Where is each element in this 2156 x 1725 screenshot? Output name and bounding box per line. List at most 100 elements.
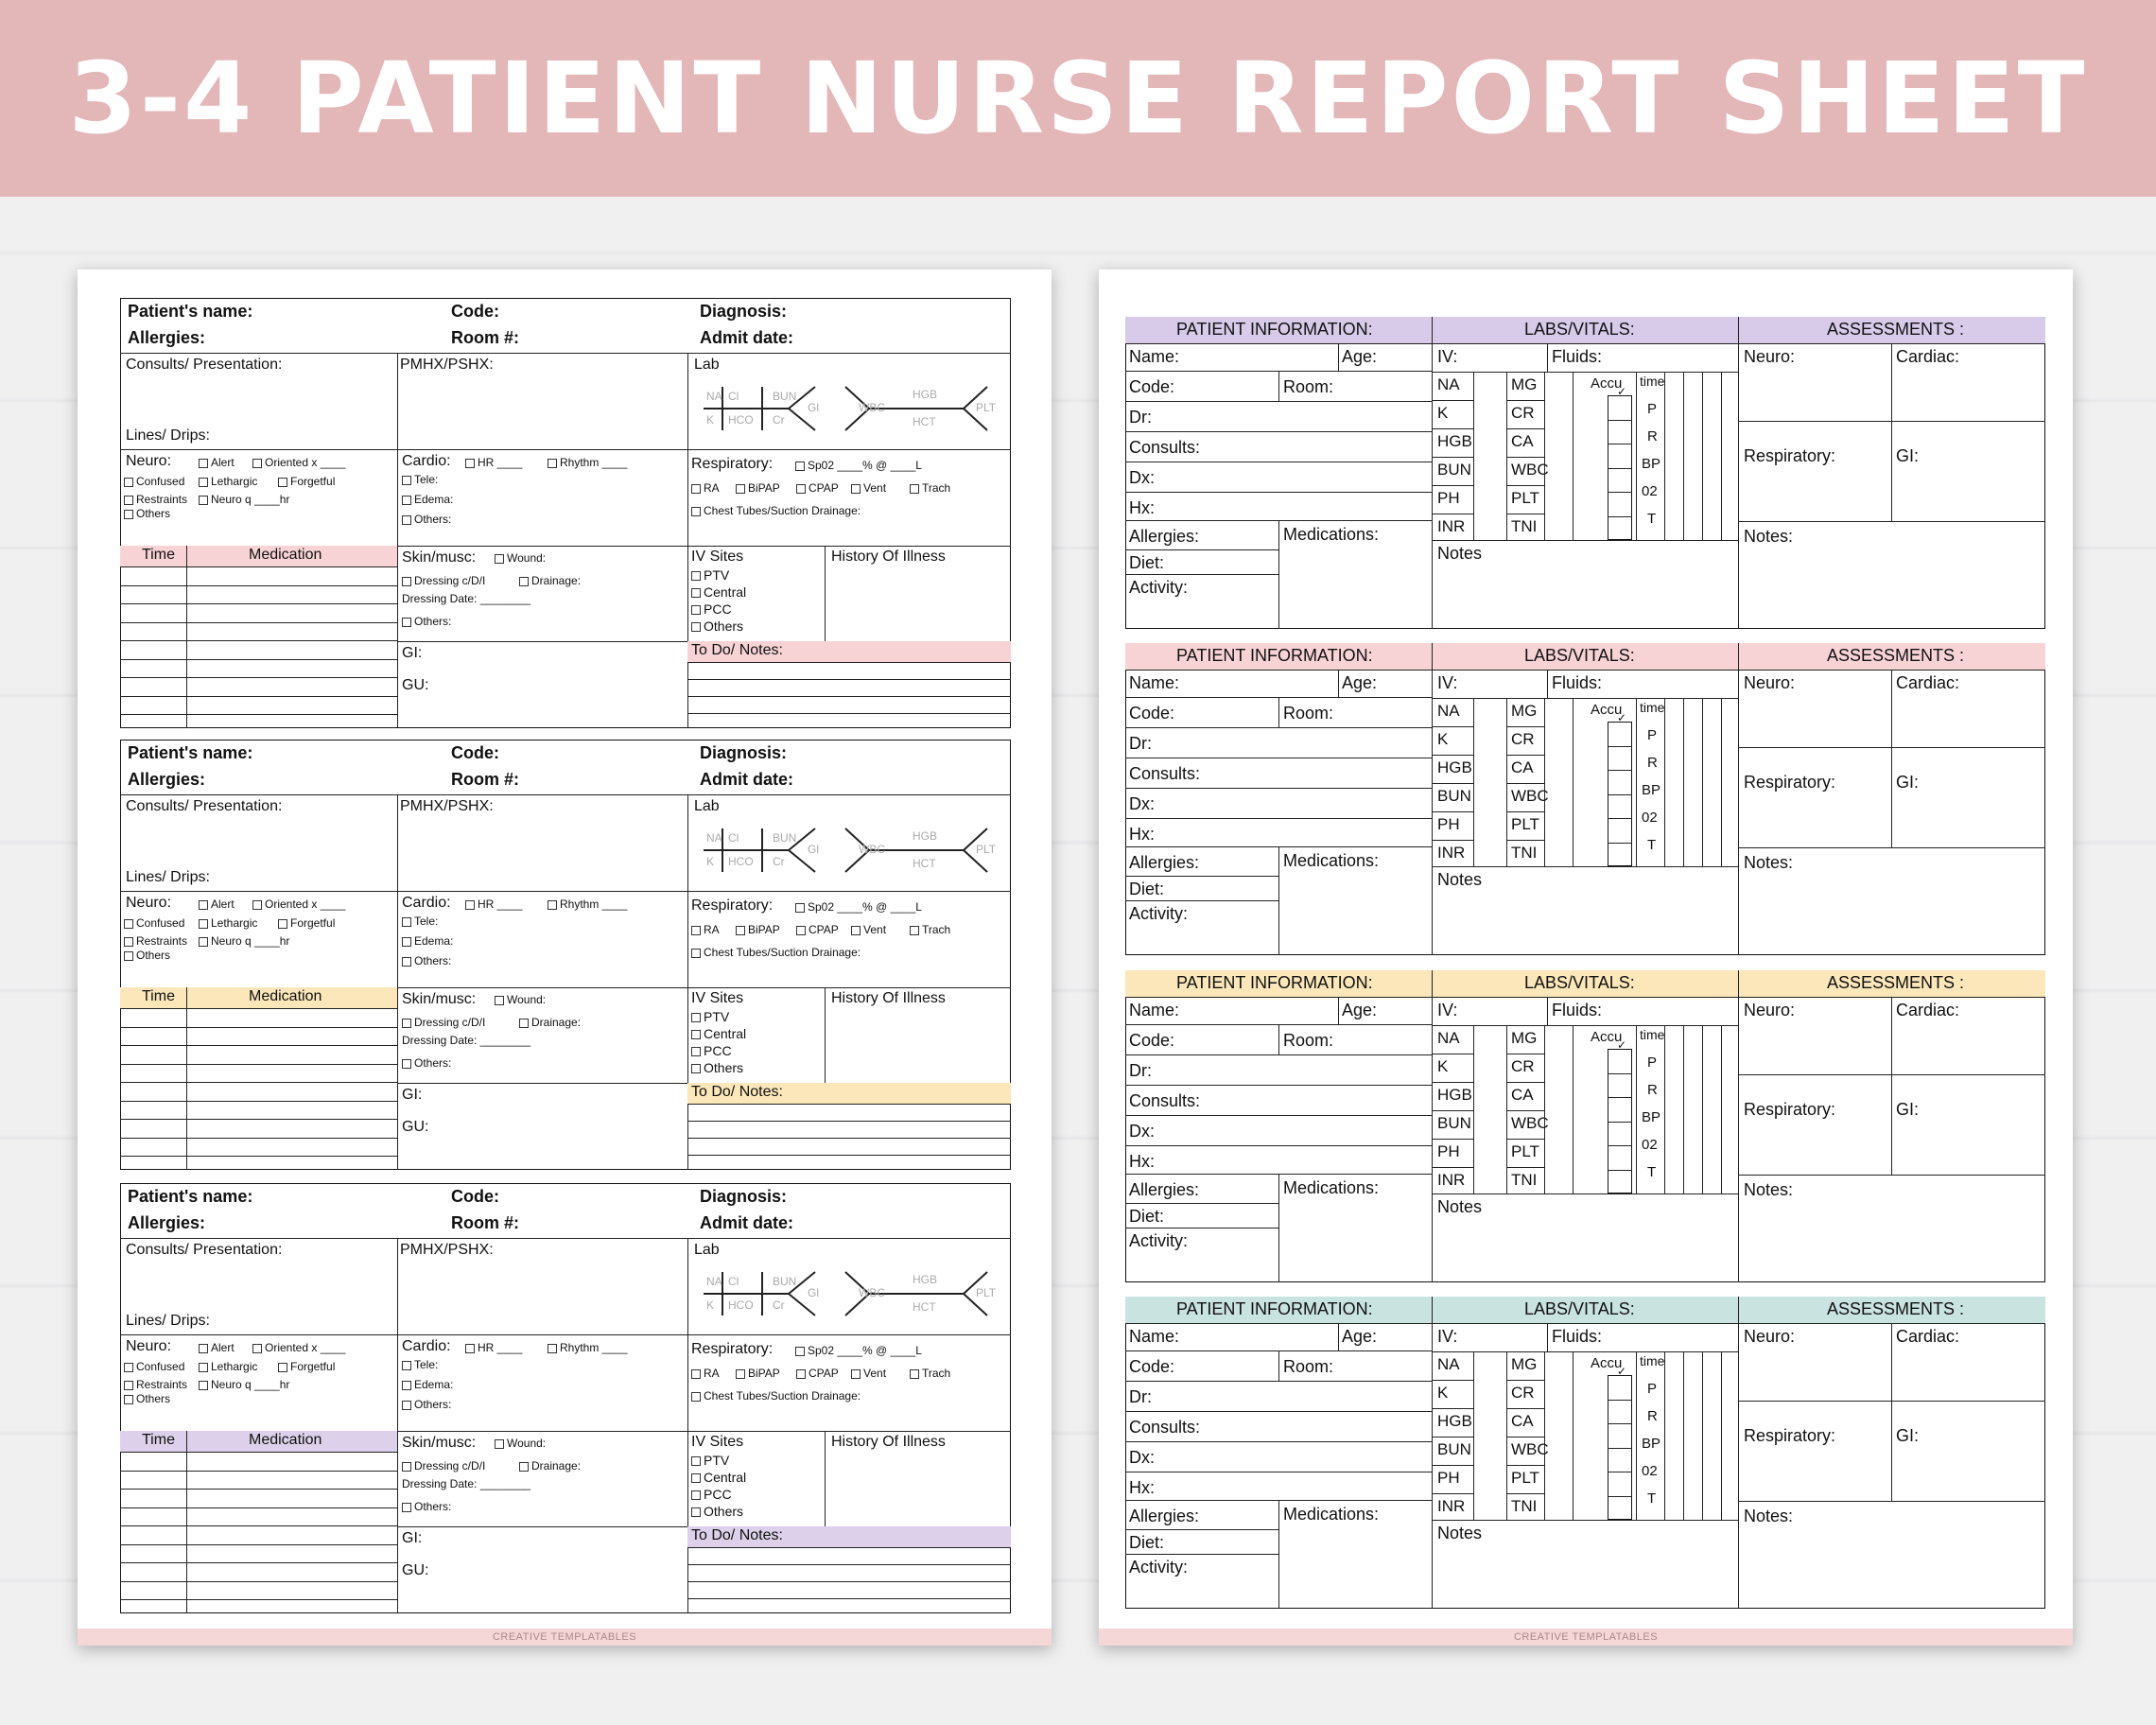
checkbox-icon[interactable]: [402, 936, 411, 947]
checkbox-icon[interactable]: [465, 899, 475, 910]
neuro-others-checkbox[interactable]: Others: [124, 949, 170, 962]
drainage-checkbox[interactable]: Drainage:: [519, 1459, 581, 1472]
trach-checkbox[interactable]: Trach: [910, 923, 950, 936]
checkbox-icon[interactable]: [910, 483, 919, 494]
checkbox-icon[interactable]: [736, 1368, 745, 1379]
checkbox-icon[interactable]: [402, 576, 411, 586]
restraints-checkbox[interactable]: Restraints: [124, 1378, 187, 1391]
dressing-checkbox[interactable]: Dressing c/D/I: [402, 1459, 485, 1472]
alert-checkbox[interactable]: Alert: [199, 1341, 235, 1354]
cpap-checkbox[interactable]: CPAP: [796, 1367, 839, 1380]
checkbox-icon[interactable]: [691, 1013, 701, 1023]
ra-checkbox[interactable]: RA: [691, 923, 720, 936]
checkbox-icon[interactable]: [495, 1438, 504, 1449]
iv-others-checkbox[interactable]: Others: [691, 1060, 743, 1075]
checkbox-icon[interactable]: [124, 1394, 133, 1404]
checkbox-icon[interactable]: [691, 622, 701, 633]
ptv-checkbox[interactable]: PTV: [691, 1453, 729, 1468]
checkbox-icon[interactable]: [795, 902, 805, 913]
neuro-q-checkbox[interactable]: Neuro q ____hr: [199, 1378, 289, 1391]
checkbox-icon[interactable]: [402, 956, 411, 967]
checkbox-icon[interactable]: [402, 1502, 411, 1512]
oriented-checkbox[interactable]: Oriented x ____: [252, 1341, 345, 1354]
lethargic-checkbox[interactable]: Lethargic: [199, 475, 257, 488]
checkbox-icon[interactable]: [124, 1362, 133, 1372]
checkbox-icon[interactable]: [691, 571, 701, 582]
checkbox-icon[interactable]: [851, 483, 861, 494]
checkbox-icon[interactable]: [402, 495, 411, 505]
checkbox-icon[interactable]: [124, 918, 133, 929]
drainage-checkbox[interactable]: Drainage:: [519, 574, 581, 587]
checkbox-icon[interactable]: [796, 925, 806, 935]
rhythm-checkbox[interactable]: Rhythm ____: [548, 456, 627, 469]
wound-checkbox[interactable]: Wound:: [495, 993, 546, 1006]
bipap-checkbox[interactable]: BiPAP: [736, 1367, 780, 1380]
trach-checkbox[interactable]: Trach: [910, 1367, 950, 1380]
trach-checkbox[interactable]: Trach: [910, 481, 950, 495]
bipap-checkbox[interactable]: BiPAP: [736, 923, 780, 936]
checkbox-icon[interactable]: [691, 1064, 701, 1074]
wound-checkbox[interactable]: Wound:: [495, 551, 546, 565]
checkbox-icon[interactable]: [252, 458, 262, 468]
checkbox-icon[interactable]: [691, 1473, 701, 1484]
central-checkbox[interactable]: Central: [691, 584, 746, 600]
checkbox-icon[interactable]: [548, 1343, 557, 1353]
lethargic-checkbox[interactable]: Lethargic: [199, 916, 257, 930]
chest-tubes-checkbox[interactable]: Chest Tubes/Suction Drainage:: [691, 946, 861, 959]
restraints-checkbox[interactable]: Restraints: [124, 934, 187, 948]
checkbox-icon[interactable]: [691, 483, 701, 494]
ptv-checkbox[interactable]: PTV: [691, 1009, 729, 1024]
spo2-checkbox[interactable]: Sp02 ____% @ ____L: [795, 900, 922, 914]
dressing-checkbox[interactable]: Dressing c/D/I: [402, 1016, 485, 1029]
checkbox-icon[interactable]: [495, 553, 504, 564]
checkbox-icon[interactable]: [691, 1030, 701, 1040]
pcc-checkbox[interactable]: PCC: [691, 601, 732, 617]
chest-tubes-checkbox[interactable]: Chest Tubes/Suction Drainage:: [691, 504, 861, 517]
checkbox-icon[interactable]: [691, 1456, 701, 1467]
checkbox-icon[interactable]: [851, 1368, 861, 1379]
checkbox-icon[interactable]: [796, 483, 806, 494]
checkbox-icon[interactable]: [124, 495, 133, 505]
checkbox-icon[interactable]: [851, 925, 861, 935]
checkbox-icon[interactable]: [402, 1380, 411, 1390]
checkbox-icon[interactable]: [252, 899, 262, 910]
checkbox-icon[interactable]: [910, 925, 919, 935]
neuro-q-checkbox[interactable]: Neuro q ____hr: [199, 934, 289, 948]
cpap-checkbox[interactable]: CPAP: [796, 481, 839, 495]
checkbox-icon[interactable]: [199, 918, 208, 929]
checkbox-icon[interactable]: [691, 506, 701, 516]
dressing-checkbox[interactable]: Dressing c/D/I: [402, 574, 485, 587]
checkbox-icon[interactable]: [402, 475, 411, 485]
tele-checkbox[interactable]: Tele:: [402, 1358, 438, 1371]
checkbox-icon[interactable]: [199, 936, 208, 947]
checkbox-icon[interactable]: [519, 576, 529, 586]
oriented-checkbox[interactable]: Oriented x ____: [252, 897, 345, 911]
alert-checkbox[interactable]: Alert: [199, 456, 235, 469]
edema-checkbox[interactable]: Edema:: [402, 1378, 453, 1391]
checkbox-icon[interactable]: [796, 1368, 806, 1379]
cardio-others-checkbox[interactable]: Others:: [402, 1398, 451, 1411]
forgetful-checkbox[interactable]: Forgetful: [278, 1360, 335, 1373]
checkbox-icon[interactable]: [199, 899, 208, 910]
checkbox-icon[interactable]: [519, 1018, 529, 1028]
checkbox-icon[interactable]: [402, 1018, 411, 1028]
checkbox-icon[interactable]: [199, 495, 208, 505]
vent-checkbox[interactable]: Vent: [851, 1367, 886, 1380]
checkbox-icon[interactable]: [691, 1490, 701, 1501]
checkbox-icon[interactable]: [736, 483, 745, 494]
neuro-others-checkbox[interactable]: Others: [124, 1392, 170, 1405]
checkbox-icon[interactable]: [519, 1461, 529, 1472]
checkbox-icon[interactable]: [795, 1346, 805, 1356]
forgetful-checkbox[interactable]: Forgetful: [278, 475, 335, 488]
lethargic-checkbox[interactable]: Lethargic: [199, 1360, 257, 1373]
vent-checkbox[interactable]: Vent: [851, 481, 886, 495]
chest-tubes-checkbox[interactable]: Chest Tubes/Suction Drainage:: [691, 1389, 861, 1403]
checkbox-icon[interactable]: [402, 1360, 411, 1370]
wound-checkbox[interactable]: Wound:: [495, 1437, 546, 1450]
ra-checkbox[interactable]: RA: [691, 1367, 720, 1380]
restraints-checkbox[interactable]: Restraints: [124, 493, 187, 506]
ptv-checkbox[interactable]: PTV: [691, 567, 729, 583]
checkbox-icon[interactable]: [402, 514, 411, 525]
neuro-others-checkbox[interactable]: Others: [124, 507, 170, 520]
pcc-checkbox[interactable]: PCC: [691, 1487, 732, 1502]
